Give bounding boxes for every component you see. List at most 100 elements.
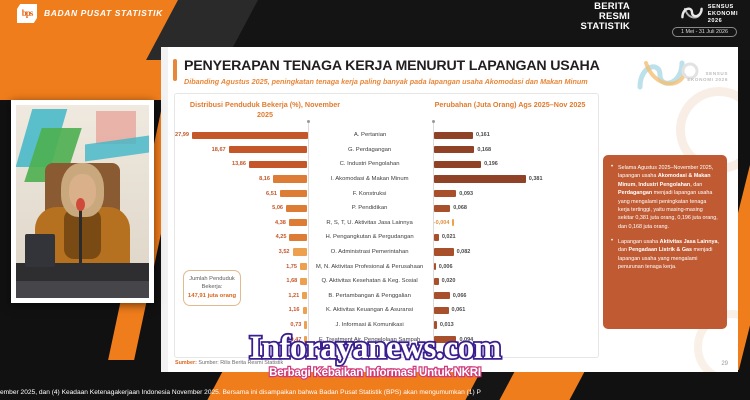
right-bar-value: 0,006 (438, 263, 453, 270)
right-bar-cell: 0,161 (432, 131, 598, 139)
slide-deco-label: SENSUS EKONOMI 2026 (687, 71, 728, 82)
right-chart-header: Perubahan (Juta Orang) Ags 2025–Nov 2025 (434, 100, 586, 109)
category-label: R, S, T, U. Aktivitas Jasa Lainnya (326, 219, 413, 226)
total-workers-value: 147,91 juta orang (187, 292, 237, 299)
right-bar (433, 306, 449, 315)
chart-row: 18,67 G. Perdagangan 0,168 (175, 143, 598, 158)
left-bar-value: 0,47 (290, 336, 302, 343)
right-chart-axis (433, 122, 434, 354)
chart-row: 0,73 J. Informasi & Komunikasi 0,013 (175, 318, 598, 333)
category-label: H. Pengangkutan & Pergudangan (325, 234, 414, 241)
microphone-head-icon (75, 197, 86, 212)
right-axis-marker (432, 120, 435, 123)
category-label: C. Industri Pengolahan (339, 161, 400, 168)
source-prefix: Sumber: (175, 360, 197, 366)
chart-row: 1,68 Q. Aktivitas Kesehatan & Keg. Sosial… (175, 274, 598, 289)
right-bar-cell: 0,006 (432, 263, 598, 271)
left-bar (248, 160, 308, 169)
right-bar-cell: 0,020 (432, 277, 598, 285)
sensus-line-3: 2026 (707, 18, 723, 25)
slide-deco-line-1: SENSUS (705, 71, 728, 76)
chart-row: 1,16 K. Aktivitas Keuangan & Asuransi 0,06… (175, 303, 598, 318)
presenter-video-frame (16, 105, 149, 298)
category-label: K. Aktivitas Keuangan & Asuransi (326, 307, 414, 314)
left-chart-axis (308, 122, 309, 354)
sensus-line-2: EKONOMI (707, 11, 738, 18)
right-bar-value: 0,094 (459, 336, 474, 343)
brs-line-2: RESMI (598, 10, 630, 22)
left-bar-cell: 18,67 (175, 146, 308, 154)
slide-page-number: 29 (721, 361, 728, 367)
right-bar-value: 0,168 (477, 146, 492, 153)
right-bar (433, 336, 457, 344)
left-bar-value: 1,16 (288, 307, 300, 314)
category-label: E. Treatment Air, Pengelolaan Sampah (318, 336, 421, 343)
chart-row: 0,47 E. Treatment Air, Pengelolaan Sampah… (175, 332, 598, 347)
left-bar (286, 204, 308, 212)
right-bar-value-negative: -0,004 (433, 219, 450, 226)
right-bar-cell: 0,061 (432, 306, 598, 315)
bps-logo-text: bps (21, 8, 33, 18)
right-bar (433, 146, 475, 154)
sensus-text: SENSUS EKONOMI 2026 (708, 4, 738, 25)
left-bar-cell: 1,16 (175, 306, 308, 315)
chart-rows: 27,99 A. Pertanian 0,161 18,67 G. Perdaganga… (175, 128, 598, 347)
chart-row: 3,52 O. Administrasi Pemerintahan 0,082 (175, 245, 598, 260)
desk-front (16, 280, 149, 298)
left-bar (304, 336, 308, 344)
category-label: F. Konstruksi (352, 190, 387, 197)
chart-row: 1,75 M, N. Aktivitas Profesional & Perusa… (175, 259, 598, 274)
left-bar (292, 248, 308, 256)
category-label: Q. Aktivitas Kesehatan & Keg. Sosial (321, 278, 418, 285)
left-bar-cell: 3,52 (175, 248, 308, 256)
category-label: O. Administrasi Pemerintahan (330, 249, 409, 256)
chart-row: 13,86 C. Industri Pengolahan 0,196 (175, 157, 598, 172)
slide-deco-line-2: EKONOMI 2026 (687, 76, 728, 82)
right-bar (434, 131, 474, 139)
right-bar (433, 263, 436, 271)
source-text: Sumber: Rilis Berita Resmi Statistik (198, 360, 284, 366)
left-bar (302, 292, 308, 300)
broadcast-caption: ember 2025, dan (4) Keadaan Ketenagakerj… (0, 389, 481, 396)
left-bar-value: 18,67 (211, 146, 226, 153)
left-bar-cell: 8,16 (175, 175, 308, 183)
right-bar-cell: 0,021 (432, 233, 598, 242)
right-bar-cell: 0,082 (432, 248, 598, 256)
right-bar-value: 0,020 (441, 278, 456, 285)
left-bar (289, 233, 308, 242)
category-label: P. Pendidikan (351, 205, 388, 212)
category-label: A. Pertanian (353, 132, 387, 139)
category-label: J. Informasi & Komunikasi (335, 322, 404, 329)
right-bar (433, 248, 454, 256)
left-chart-header: Distribusi Penduduk Bekerja (%), Novembe… (189, 100, 341, 119)
right-bar (433, 175, 526, 183)
laptop (25, 234, 55, 268)
total-workers-label: Jumlah Penduduk Bekerja: (189, 276, 235, 290)
left-bar (302, 306, 308, 315)
sensus-line-1: SENSUS (707, 4, 734, 10)
right-bar-cell: 0,066 (432, 292, 598, 300)
slide-title: PENYERAPAN TENAGA KERJA MENURUT LAPANGAN… (184, 58, 600, 74)
left-bar-cell: 27,99 (175, 131, 308, 139)
category-label: B. Pertambangan & Penggalian (328, 292, 411, 299)
left-bar-value: 13,86 (231, 161, 246, 168)
right-bar (433, 233, 439, 242)
chart-row: 5,06 P. Pendidikan 0,068 (175, 201, 598, 216)
slide-left-accent (161, 47, 168, 372)
presentation-slide: PENYERAPAN TENAGA KERJA MENURUT LAPANGAN… (161, 47, 738, 372)
total-workers-callout: Jumlah Penduduk Bekerja: 147,91 juta ora… (183, 270, 241, 307)
right-bar (433, 292, 450, 300)
right-bar-value: 0,061 (451, 307, 466, 314)
sensus-swirl-icon (680, 7, 703, 19)
sensus-decorative-logo-icon (637, 60, 699, 90)
category-label: I. Akomodasi & Makan Minum (330, 176, 409, 183)
left-bar (300, 277, 308, 285)
left-bar-value: 4,25 (275, 234, 287, 241)
right-bar (433, 321, 437, 329)
left-bar-cell: 6,51 (175, 190, 308, 198)
brs-line-1: BERITA (594, 1, 630, 12)
left-bar-cell: 5,06 (175, 204, 308, 212)
left-bar-cell: 13,86 (175, 160, 308, 169)
right-bar-value: 0,093 (459, 190, 473, 197)
right-bar-cell: 0,013 (432, 321, 598, 329)
